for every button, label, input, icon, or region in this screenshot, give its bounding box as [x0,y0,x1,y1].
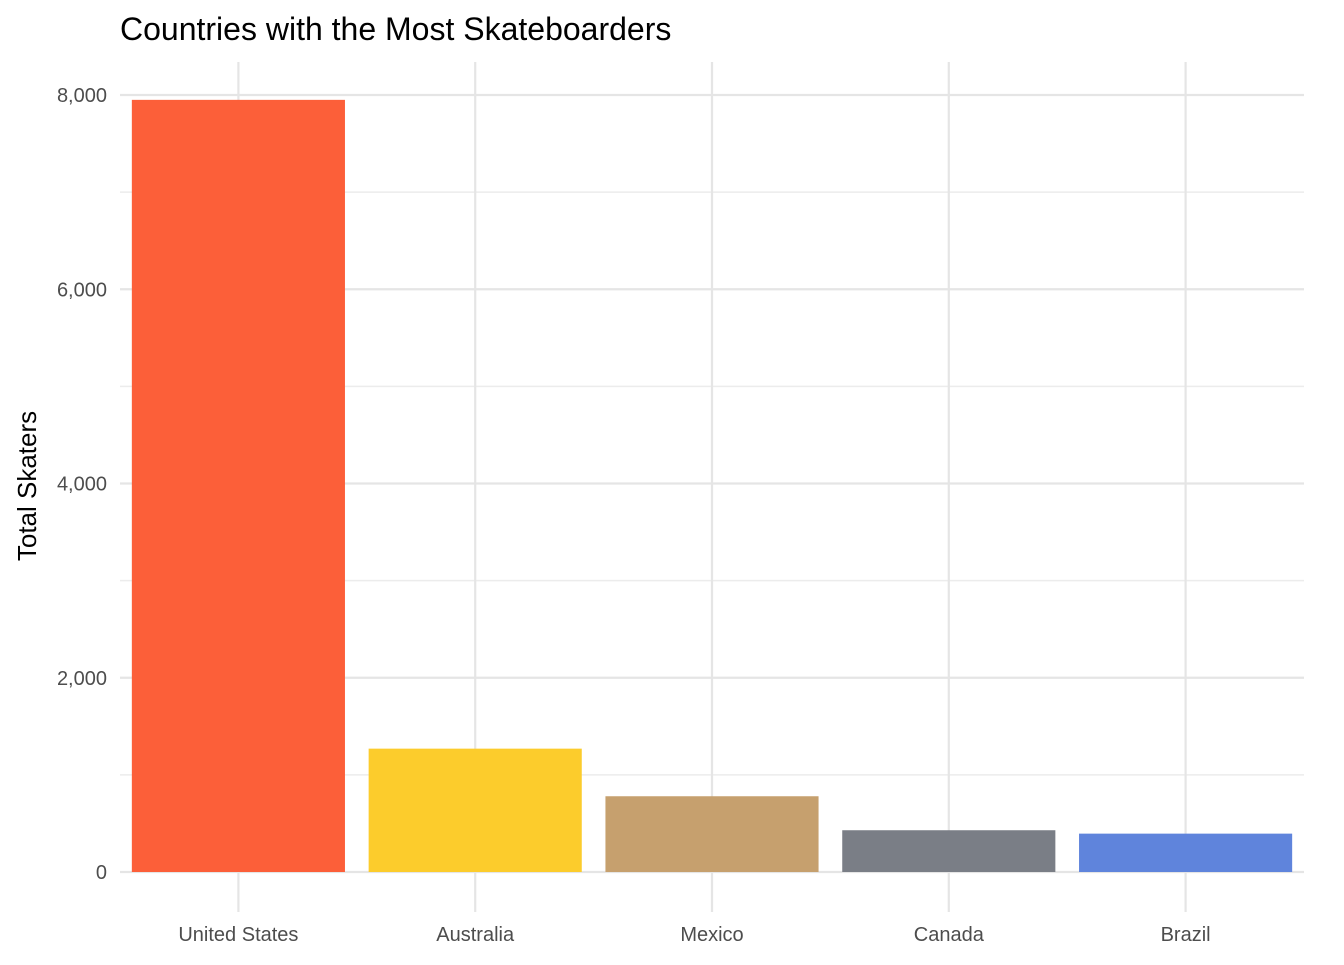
bar-australia [368,748,582,872]
x-tick-label: Brazil [1161,924,1211,946]
bar-brazil [1079,833,1293,872]
y-tick-label: 4,000 [57,474,107,496]
y-tick-label: 8,000 [57,85,107,107]
x-tick-label: Canada [914,924,985,946]
y-tick-label: 2,000 [57,668,107,690]
y-tick-label: 6,000 [57,279,107,301]
x-tick-label: Mexico [680,924,743,946]
x-tick-label: Australia [436,924,515,946]
chart-title: Countries with the Most Skateboarders [120,11,671,47]
x-tick-label: United States [178,924,298,946]
bar-canada [842,830,1056,872]
bar-mexico [605,796,819,872]
x-axis-ticks: United States Australia Mexico Canada Brazil [178,924,1210,946]
bars [131,99,1293,872]
bar-united-states [131,99,345,872]
y-axis-ticks: 0 2,000 4,000 6,000 8,000 [57,85,107,884]
y-axis-title: Total Skaters [12,411,42,561]
y-tick-label: 0 [96,862,107,884]
